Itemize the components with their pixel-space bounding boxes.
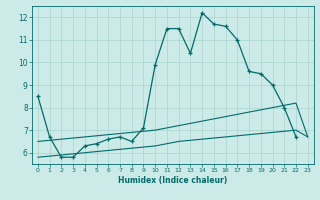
X-axis label: Humidex (Indice chaleur): Humidex (Indice chaleur)	[118, 176, 228, 185]
